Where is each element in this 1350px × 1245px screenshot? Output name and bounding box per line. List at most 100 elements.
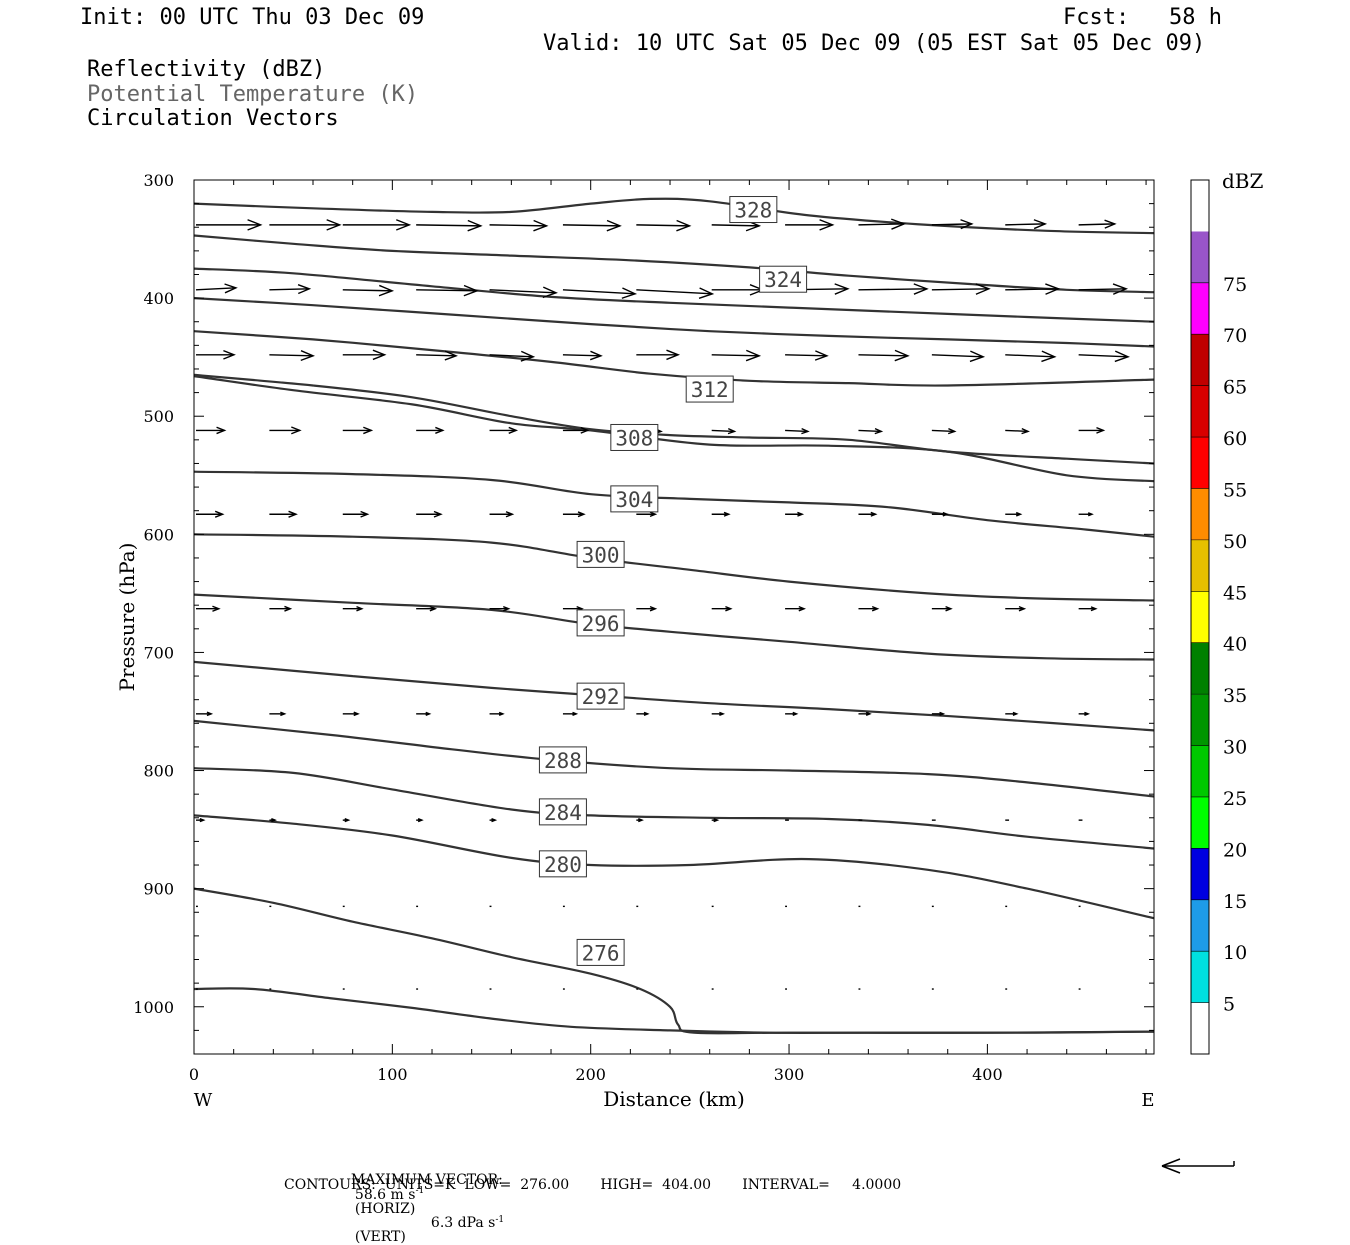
plot-frame <box>193 179 1155 1055</box>
contour-label: 300 <box>576 540 625 568</box>
contour-label-text: 312 <box>691 378 729 402</box>
circulation-vector <box>931 219 974 230</box>
colorbar-level: 25 <box>1223 788 1247 810</box>
colorbar-level: 75 <box>1223 274 1247 296</box>
isentrope-line <box>194 719 1154 798</box>
circulation-vector <box>1005 427 1030 435</box>
max-vector-vert: 6.3 dPa s <box>430 1215 496 1232</box>
colorbar-level: 55 <box>1223 479 1247 501</box>
colorbar-swatch <box>1191 488 1209 540</box>
circulation-vector <box>342 426 374 435</box>
circulation-vector <box>489 286 558 299</box>
circulation-vector <box>196 818 206 823</box>
contour-label-text: 328 <box>734 199 772 223</box>
circulation-vector <box>416 426 445 434</box>
circulation-vector <box>858 605 880 612</box>
colorbar-swatch <box>1191 282 1209 335</box>
x-tick-label: 0 <box>189 1065 199 1084</box>
x-end-label-left: W <box>194 1090 213 1111</box>
circulation-vector <box>342 219 412 231</box>
circulation-vector <box>636 818 644 823</box>
circulation-vector <box>342 605 364 612</box>
colorbar-level: 10 <box>1223 942 1247 964</box>
contour-label: 328 <box>729 196 778 224</box>
contour-label: 284 <box>538 798 587 826</box>
circulation-vector <box>858 711 872 716</box>
circulation-vector <box>1005 283 1061 295</box>
isentrope-line <box>194 267 1154 323</box>
x-end-label-right: E <box>1141 1090 1154 1111</box>
contour-label-text: 296 <box>582 612 620 636</box>
circulation-vector <box>196 510 225 518</box>
isentrope-line <box>194 197 1154 235</box>
y-tick-label: 500 <box>143 407 174 426</box>
circulation-vector <box>858 349 910 362</box>
circulation-vector <box>711 711 726 716</box>
circulation-vector <box>269 284 312 295</box>
x-tick-label: 200 <box>575 1065 606 1084</box>
circulation-vector <box>636 219 692 232</box>
colorbar-level: 70 <box>1223 325 1247 347</box>
circulation-vector <box>269 711 287 717</box>
colorbar-swatch <box>1191 539 1209 592</box>
y-tick-label: 600 <box>143 525 174 544</box>
circulation-vector <box>931 605 953 612</box>
field-vectors: Circulation Vectors <box>87 106 339 131</box>
y-tick-label: 800 <box>143 762 174 781</box>
y-axis-label: Pressure (hPa) <box>115 543 139 692</box>
x-tick-label: 300 <box>774 1065 805 1084</box>
contour-label: 288 <box>538 746 587 774</box>
colorbar-swatch <box>1191 591 1209 643</box>
colorbar-swatch <box>1191 899 1209 952</box>
circulation-vector <box>562 427 590 434</box>
contour-label: 292 <box>576 682 625 710</box>
colorbar-level: 50 <box>1223 531 1247 553</box>
isentrope-line <box>194 660 1154 732</box>
circulation-vector <box>489 219 549 232</box>
init-time: Init: 00 UTC Thu 03 Dec 09 <box>80 5 425 30</box>
circulation-vector <box>416 711 432 716</box>
circulation-vector <box>711 818 720 823</box>
axes: 300 400 500 600 700 800 900 1000 0 100 200 300 400 <box>133 171 1154 1084</box>
circulation-vector <box>858 283 929 295</box>
colorbar-swatch <box>1191 745 1209 797</box>
circulation-vector <box>858 218 906 230</box>
colorbar-swatch <box>1191 796 1209 849</box>
circulation-vector <box>858 511 878 517</box>
contour-label-layer: 328 324 312 308 304 300 296 292 288 284 280 276 <box>538 196 808 966</box>
colorbar-unit: dBZ <box>1222 169 1264 193</box>
contour-label-text: 284 <box>544 801 582 825</box>
colorbar-swatch <box>1191 848 1209 900</box>
circulation-vector <box>196 605 221 612</box>
circulation-vector <box>416 219 483 232</box>
circulation-vector <box>562 219 622 232</box>
contour-label: 276 <box>576 938 625 966</box>
colorbar: 5 10 15 20 25 30 35 40 45 50 55 60 65 70 75 <box>1190 179 1247 1055</box>
x-axis-label: Distance (km) <box>603 1087 745 1111</box>
circulation-vector <box>1005 711 1019 716</box>
y-tick-label: 300 <box>143 171 174 190</box>
circulation-vector <box>562 350 603 361</box>
colorbar-swatch <box>1191 951 1209 1003</box>
circulation-vector <box>269 350 315 362</box>
circulation-vector <box>195 283 238 294</box>
circulation-vector <box>1078 711 1091 716</box>
circulation-vector <box>196 426 227 435</box>
forecast-hour: Fcst: 58 h <box>1063 5 1222 30</box>
colorbar-swatch <box>1191 180 1209 232</box>
colorbar-swatch <box>1191 231 1209 283</box>
circulation-vector <box>1078 219 1117 229</box>
contour-label-text: 280 <box>544 853 582 877</box>
horiz-tag: (HORIZ) <box>354 1200 416 1217</box>
isentrope-line <box>194 593 1154 661</box>
circulation-vector <box>416 818 424 823</box>
circulation-vector <box>342 284 395 297</box>
y-tick-label: 1000 <box>133 998 174 1017</box>
isentrope-line <box>194 330 1154 387</box>
circulation-vector <box>1078 427 1106 434</box>
x-tick-label: 400 <box>972 1065 1003 1084</box>
circulation-vector <box>269 510 298 518</box>
circulation-vector <box>489 426 519 434</box>
colorbar-swatch <box>1191 334 1209 386</box>
circulation-vector <box>1005 219 1048 230</box>
